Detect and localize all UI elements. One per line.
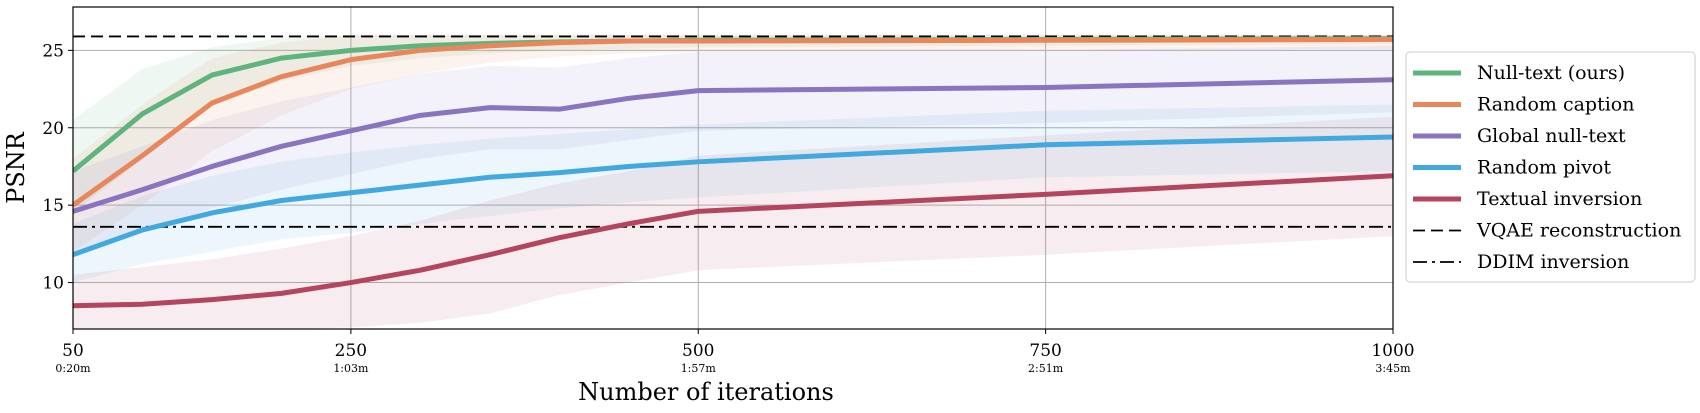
y-tick-label: 20 [42,119,64,139]
x-tick-label: 500 [682,341,714,361]
legend: Null-text (ours) Random caption Global nul… [1405,51,1696,283]
line-series-3 [73,134,1393,258]
line-series-1 [73,37,1393,208]
legend-label: VQAE reconstruction [1476,220,1681,242]
band-series-2 [73,45,1393,252]
legend-label: DDIM inversion [1477,251,1629,273]
band-series-4 [73,116,1393,329]
confidence-bands [73,34,1393,329]
y-axis-ticks: 10 15 20 25 [42,41,73,294]
legend-label: Random pivot [1477,157,1611,179]
legend-label: Global null-text [1477,125,1626,147]
reference-lines [73,35,1393,228]
x-tick-time-label: 1:03m [333,362,369,375]
legend-frame [1405,51,1696,283]
y-axis-label: PSNR [2,131,30,204]
x-axis-label: Number of iterations [578,378,834,406]
y-tick-label: 15 [42,196,64,216]
x-tick-time-label: 3:45m [1375,362,1411,375]
legend-label: Null-text (ours) [1477,62,1625,84]
series-lines [73,36,1393,309]
y-tick-label: 25 [42,41,64,61]
plot-background [73,7,1393,329]
legend-label: Random caption [1477,94,1634,116]
grid-lines [72,7,1394,329]
y-tick-label: 10 [42,274,64,294]
line-series-4 [73,173,1393,309]
x-tick-label: 50 [62,341,84,361]
line-series-2 [73,77,1393,214]
x-tick-time-label: 1:57m [681,362,717,375]
band-series-0 [73,34,1393,213]
plot-frame [72,6,1394,330]
x-tick-label: 1000 [1371,341,1414,361]
x-tick-time-label: 0:20m [55,362,91,375]
x-tick-time-label: 2:51m [1028,362,1064,375]
legend-label: Textual inversion [1477,188,1642,210]
x-tick-label: 250 [335,341,367,361]
band-series-3 [73,104,1393,283]
x-tick-label: 750 [1029,341,1061,361]
